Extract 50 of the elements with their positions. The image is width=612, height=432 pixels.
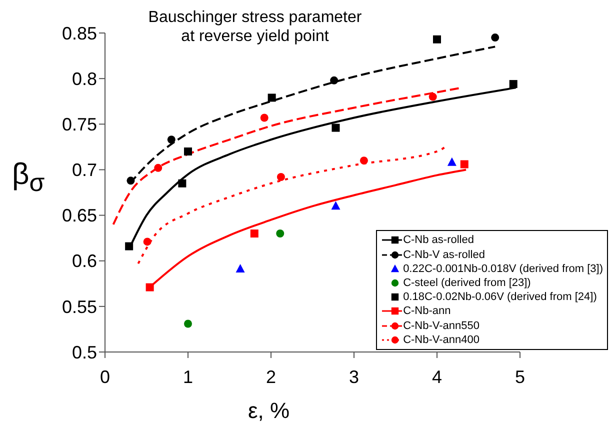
y-tick-label: 0.7 xyxy=(72,160,97,180)
point xyxy=(460,160,468,168)
y-tick-label: 0.85 xyxy=(62,23,97,44)
point xyxy=(178,179,186,188)
y-tick-label: 0.75 xyxy=(62,114,97,135)
point xyxy=(360,156,368,165)
point xyxy=(250,230,258,238)
point xyxy=(447,157,456,166)
y-tick-label: 0.55 xyxy=(62,296,97,317)
x-tick-label: 0 xyxy=(100,366,110,387)
x-tick-label: 5 xyxy=(514,366,526,387)
y-tick-label: 0.65 xyxy=(62,206,97,226)
point xyxy=(143,238,152,246)
legend-label: C-Nb as-rolled xyxy=(403,233,474,248)
legend-label: C-Nb-V as-rolled xyxy=(403,248,485,262)
point xyxy=(126,176,135,185)
x-tick-label: 4 xyxy=(432,366,442,387)
point xyxy=(146,283,154,292)
y-tick-label: 0.8 xyxy=(72,68,97,89)
point xyxy=(167,136,176,144)
legend-label: C-Nb-ann xyxy=(403,304,451,319)
point xyxy=(184,147,192,156)
point xyxy=(276,230,284,238)
y-tick-label: 0.6 xyxy=(72,251,97,272)
point xyxy=(332,124,340,132)
chart-title: Bauschinger stress parameter at reverse yield point xyxy=(147,8,363,46)
point xyxy=(184,320,192,328)
point xyxy=(509,80,518,88)
point xyxy=(428,92,437,101)
point xyxy=(276,173,285,182)
x-tick-label: 2 xyxy=(266,366,276,387)
y-tick-label: 0.5 xyxy=(72,342,97,362)
point xyxy=(268,94,276,102)
legend-label: C-Nb-V-ann550 xyxy=(403,318,480,333)
point xyxy=(154,164,162,172)
y-axis-title: β$_{σ}$ xyxy=(12,158,45,198)
x-axis-title: ε, % xyxy=(248,398,290,424)
legend-label: 0.22C-0.001Nb-0.018V (derived from [3]) xyxy=(403,262,603,276)
x-tick-label: 1 xyxy=(182,366,194,387)
legend-label: 0.18C-0.02Nb-0.06V (derived from [24]) xyxy=(403,290,597,304)
point xyxy=(125,242,134,250)
point xyxy=(331,201,340,210)
point xyxy=(433,35,441,44)
point xyxy=(236,264,245,273)
point xyxy=(260,114,268,122)
point xyxy=(330,76,338,84)
point xyxy=(491,34,500,42)
x-tick-label: 3 xyxy=(348,366,360,387)
legend-label: C-steel (derived from [23]) xyxy=(403,276,531,290)
legend-label: C-Nb-V-ann400 xyxy=(403,332,480,347)
